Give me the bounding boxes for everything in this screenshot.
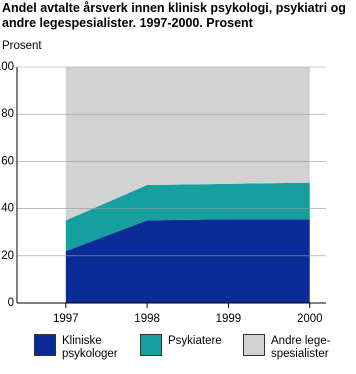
y-tick-label: 20 [1, 250, 14, 262]
y-tick-label: 100 [0, 61, 14, 73]
y-tick-label: 40 [1, 203, 14, 215]
x-tick-label: 1999 [216, 313, 242, 325]
legend-swatch [34, 334, 56, 356]
x-tick-label: 2000 [297, 313, 323, 325]
y-tick-label: 80 [1, 108, 14, 120]
chart-title: Andel avtalte årsverk innen klinisk psyk… [2, 1, 346, 30]
y-tick-label: 0 [8, 297, 14, 309]
area [65, 182, 310, 252]
legend-swatch [243, 334, 265, 356]
legend-label: Andre lege-spesialister [271, 335, 331, 360]
legend-label: Psykiatere [168, 335, 222, 347]
y-tick-label: 60 [1, 155, 14, 167]
legend-label: Kliniske psykologer [62, 335, 118, 360]
legend-swatch [140, 334, 162, 356]
x-tick-label: 1997 [53, 313, 79, 325]
y-axis-label: Prosent [2, 40, 42, 52]
area [65, 219, 310, 303]
x-tick-label: 1998 [134, 313, 160, 325]
area [65, 67, 310, 221]
